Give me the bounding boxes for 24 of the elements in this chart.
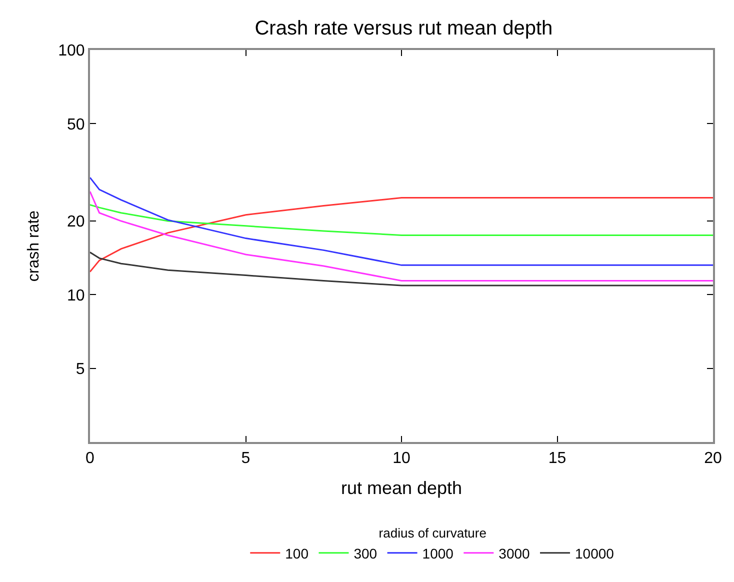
y-tick-label: 5 <box>76 360 85 378</box>
y-tick-label: 20 <box>67 214 85 231</box>
line-series <box>90 190 713 282</box>
legend-label: 1000 <box>422 545 454 562</box>
legend-label: 3000 <box>498 545 530 562</box>
x-tick-label: 0 <box>86 450 95 468</box>
legend-label: 100 <box>285 545 309 562</box>
x-tick-label: 5 <box>241 450 250 468</box>
legend-label: 300 <box>354 545 378 562</box>
y-axis-title: crash rate <box>25 210 42 282</box>
y-tick-label: 50 <box>67 116 85 134</box>
x-axis-title: rut mean depth <box>340 478 462 498</box>
line-series <box>90 176 713 266</box>
chart-title: Crash rate versus rut mean depth <box>254 17 553 40</box>
legend-title: radius of curvature <box>378 525 486 540</box>
line-series <box>90 204 713 236</box>
x-tick-label: 10 <box>392 450 410 468</box>
x-tick-label: 20 <box>704 450 722 468</box>
y-tick-label: 100 <box>58 42 85 60</box>
line-series <box>90 196 713 273</box>
line-series <box>90 252 713 286</box>
y-tick-label: 10 <box>67 287 85 304</box>
legend-label: 10000 <box>575 545 614 562</box>
x-tick-label: 15 <box>548 450 566 468</box>
